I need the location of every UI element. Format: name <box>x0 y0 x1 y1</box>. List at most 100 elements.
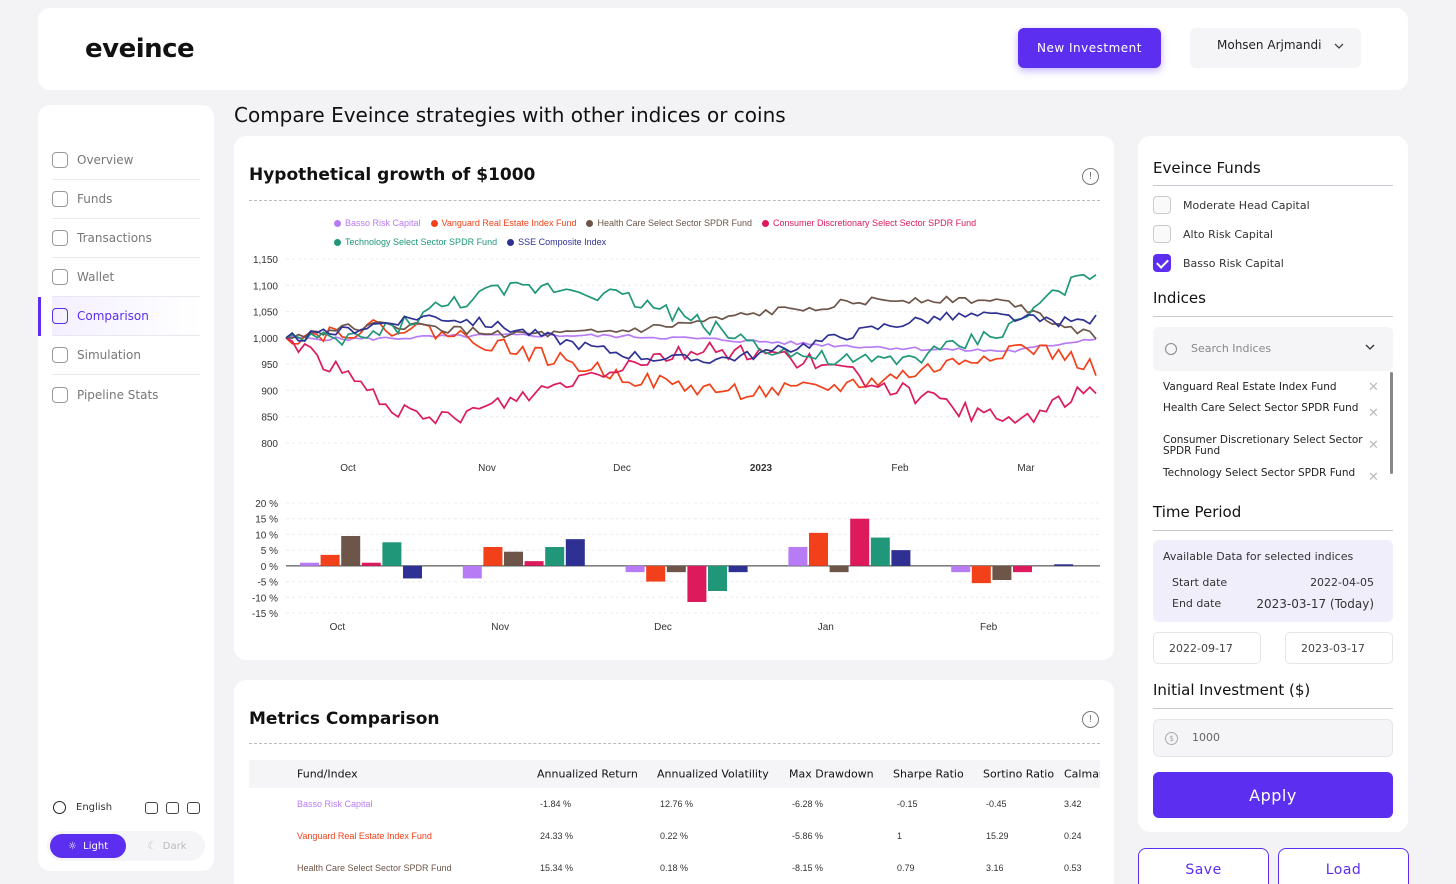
language-label: English <box>76 802 113 813</box>
legend-item[interactable]: Health Care Select Sector SPDR Fund <box>586 218 752 228</box>
line-chart: 1,150 1,100 1,050 1,000 950 900 850 800 Oct Nov De… <box>253 255 1100 474</box>
remove-icon[interactable]: ✕ <box>1368 379 1379 394</box>
x-tick-label: Feb <box>891 463 909 474</box>
theme-toggle[interactable]: ☼ Light ☾ Dark <box>47 831 205 861</box>
car-icon[interactable] <box>166 802 179 814</box>
legend-item[interactable]: Technology Select Sector SPDR Fund <box>334 237 497 247</box>
remove-icon[interactable]: ✕ <box>1368 437 1379 452</box>
sidebar-item-wallet[interactable]: Wallet <box>52 258 200 297</box>
y-tick-label: 5 % <box>261 546 278 557</box>
x-tick-label: Nov <box>491 622 509 633</box>
y-tick-label: 15 % <box>255 515 278 526</box>
sidebar-item-label: Funds <box>77 192 113 206</box>
column-header[interactable]: Sharpe Ratio <box>893 767 964 781</box>
legend-item[interactable]: Consumer Discretionary Select Sector SPD… <box>762 218 976 228</box>
table-cell: 0.18 % <box>660 863 689 873</box>
start-date-value: 2022-04-05 <box>1310 576 1374 589</box>
load-button[interactable]: Load <box>1278 848 1409 884</box>
y-tick-label: -5 % <box>257 578 278 589</box>
legend-item[interactable]: SSE Composite Index <box>507 237 606 247</box>
sidebar-item-funds[interactable]: Funds <box>52 180 200 219</box>
fund-checkbox-moderate-head-capital[interactable]: Moderate Head Capital <box>1153 196 1310 214</box>
sidebar-item-label: Comparison <box>77 309 149 323</box>
chevron-down-icon[interactable] <box>1365 342 1375 352</box>
divider <box>1153 530 1393 531</box>
indices-title: Indices <box>1153 289 1206 307</box>
fund-name-cell: Vanguard Real Estate Index Fund <box>297 831 432 841</box>
info-icon[interactable]: ! <box>1082 168 1099 185</box>
dark-theme-button[interactable]: ☾ Dark <box>147 840 187 852</box>
selected-indices-list: Vanguard Real Estate Index Fund ✕ Health… <box>1153 372 1393 494</box>
column-header[interactable]: Sortino Ratio <box>983 767 1055 781</box>
y-tick-label: 0 % <box>261 562 278 573</box>
search-placeholder: Search Indices <box>1191 342 1272 355</box>
scrollbar[interactable] <box>1390 372 1393 474</box>
save-button[interactable]: Save <box>1138 848 1269 884</box>
remove-icon[interactable]: ✕ <box>1368 469 1379 484</box>
x-tick-label: Feb <box>980 622 998 633</box>
bar <box>341 536 361 566</box>
chevron-down-icon <box>1334 43 1344 49</box>
remove-icon[interactable]: ✕ <box>1368 405 1379 420</box>
bar <box>545 547 565 566</box>
mail-icon[interactable] <box>187 802 200 814</box>
bar <box>891 550 911 566</box>
fund-name-cell: Basso Risk Capital <box>297 799 373 809</box>
user-menu[interactable]: Mohsen Arjmandi <box>1190 28 1361 68</box>
checkbox-checked[interactable] <box>1153 254 1171 272</box>
amount-value: 1000 <box>1192 731 1220 744</box>
legend-item[interactable]: Vanguard Real Estate Index Fund <box>430 218 576 228</box>
table-cell: 24.33 % <box>540 831 574 841</box>
legend-dot <box>762 220 770 228</box>
time-period-title: Time Period <box>1153 503 1242 521</box>
growth-chart-card: Hypothetical growth of $1000 ! Basso Ris… <box>234 136 1114 660</box>
y-tick-label: 950 <box>261 360 278 371</box>
user-name: Mohsen Arjmandi <box>1217 38 1322 52</box>
sidebar-item-comparison[interactable]: Comparison <box>38 297 200 336</box>
language-selector[interactable]: English <box>53 801 112 814</box>
translate-icon[interactable] <box>145 802 158 814</box>
y-tick-label: 800 <box>261 439 278 450</box>
bar <box>300 562 319 566</box>
initial-investment-input[interactable]: $ 1000 <box>1153 719 1393 757</box>
from-date-input[interactable]: 2022-09-17 <box>1153 632 1261 664</box>
table-cell: 0.22 % <box>660 831 689 841</box>
fund-checkbox-alto-risk-capital[interactable]: Alto Risk Capital <box>1153 225 1273 243</box>
checkbox[interactable] <box>1153 196 1171 214</box>
checkbox[interactable] <box>1153 225 1171 243</box>
bar-chart-icon <box>52 347 68 363</box>
table-row: Vanguard Real Estate Index Fund 24.33 % … <box>249 820 1100 852</box>
checkbox-label: Alto Risk Capital <box>1183 227 1273 241</box>
apply-button[interactable]: Apply <box>1153 772 1393 818</box>
fund-checkbox-basso-risk-capital[interactable]: Basso Risk Capital <box>1153 254 1284 272</box>
eveince-logo[interactable]: eveince <box>85 34 195 64</box>
legend-item[interactable]: Basso Risk Capital <box>334 218 421 228</box>
info-icon[interactable]: ! <box>1082 711 1099 728</box>
sidebar-item-simulation[interactable]: Simulation <box>52 336 200 375</box>
table-cell: -8.15 % <box>792 863 824 873</box>
sidebar-item-pipeline-stats[interactable]: Pipeline Stats <box>52 375 200 414</box>
search-indices-input[interactable]: Search Indices <box>1153 327 1393 371</box>
sidebar-item-transactions[interactable]: Transactions <box>52 219 200 258</box>
column-header[interactable]: Calmar Ratio <box>1064 767 1100 781</box>
column-header[interactable]: Annualized Return <box>537 767 638 781</box>
series-line <box>285 273 1097 366</box>
folder-icon <box>52 191 68 207</box>
column-header[interactable]: Annualized Volatility <box>657 767 769 781</box>
metrics-divider <box>249 743 1100 744</box>
compare-icon <box>52 308 68 324</box>
available-data-title: Available Data for selected indices <box>1163 550 1354 563</box>
column-header[interactable]: Fund/Index <box>297 767 358 781</box>
bar <box>565 539 585 566</box>
column-header[interactable]: Max Drawdown <box>789 767 874 781</box>
table-row: Basso Risk Capital -1.84 % 12.76 % -6.28… <box>249 788 1100 820</box>
light-theme-button[interactable]: ☼ Light <box>50 834 126 858</box>
sidebar: Overview Funds Transactions Wallet Compa… <box>38 105 214 871</box>
to-date-input[interactable]: 2023-03-17 <box>1285 632 1393 664</box>
series-line <box>285 332 1097 353</box>
new-investment-button[interactable]: New Investment <box>1018 28 1161 68</box>
search-icon <box>1165 343 1177 355</box>
available-data-box: Available Data for selected indices Star… <box>1153 540 1393 622</box>
chart-divider <box>249 200 1100 201</box>
sidebar-item-overview[interactable]: Overview <box>52 141 200 180</box>
